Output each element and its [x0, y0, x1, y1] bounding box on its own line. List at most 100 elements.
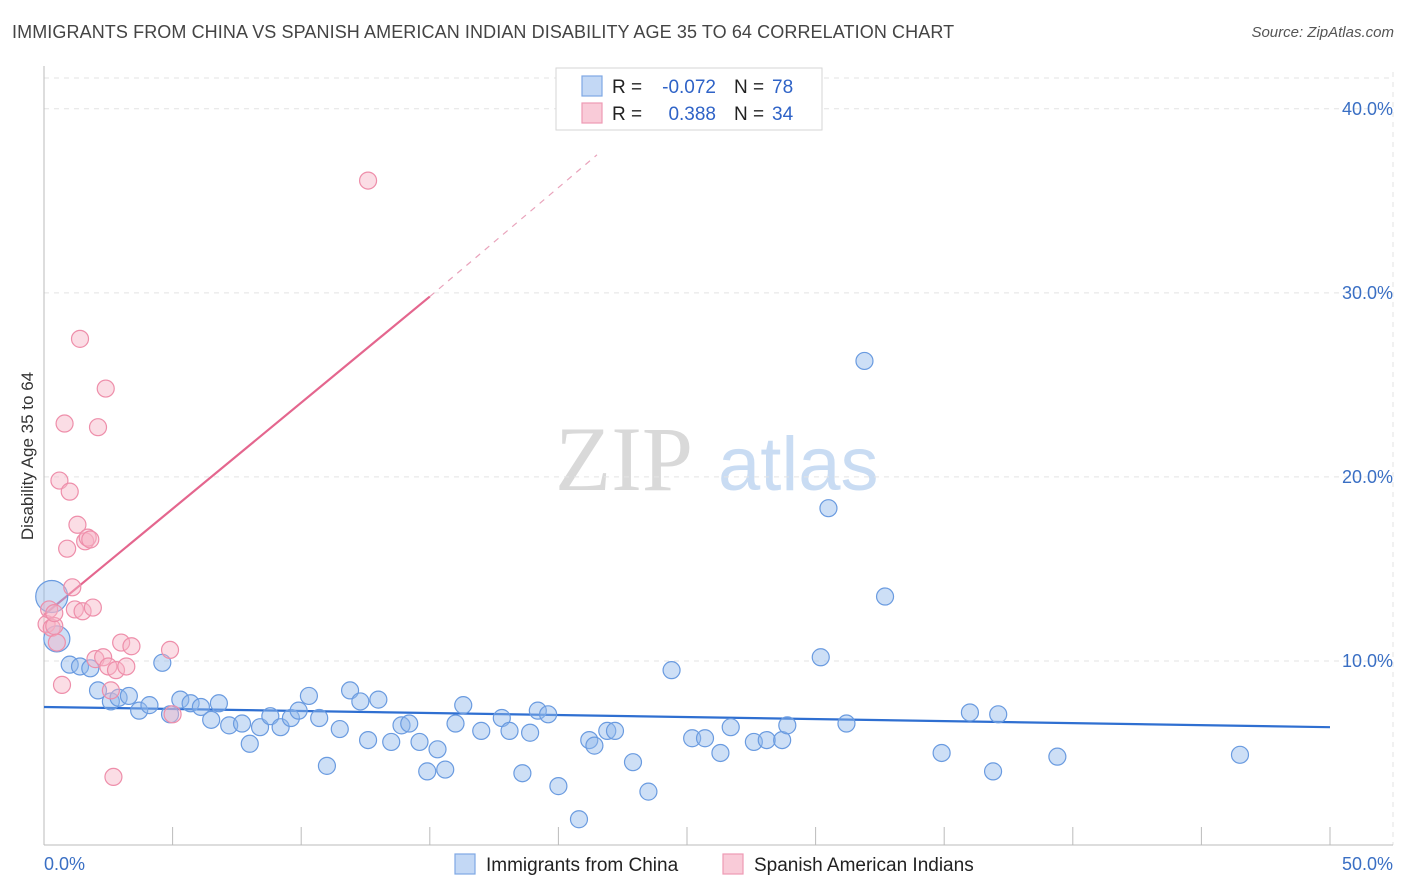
legend-r-label-spanish: R = [612, 104, 642, 125]
correlation-legend: R = -0.072 N = 78 R = 0.388 N = 34 [555, 67, 823, 131]
x-tick-label-min: 0.0% [44, 854, 85, 874]
point-spanish-7 [55, 414, 74, 433]
point-spanish-27 [112, 633, 131, 652]
point-spanish-21 [94, 648, 113, 667]
point-spanish-16 [78, 528, 97, 547]
point-china-36 [400, 714, 419, 733]
point-china-4 [81, 659, 100, 678]
point-china-0 [35, 579, 69, 614]
point-china-76 [1048, 747, 1067, 766]
point-china-50 [549, 777, 568, 796]
point-china-67 [811, 648, 830, 667]
y-tick-label-40: 40.0% [1342, 99, 1393, 119]
point-china-40 [436, 760, 455, 779]
legend-r-value-china: -0.072 [662, 77, 716, 98]
point-china-23 [271, 718, 290, 737]
point-china-9 [130, 701, 149, 720]
point-spanish-8 [58, 539, 77, 558]
point-spanish-17 [81, 530, 100, 549]
point-spanish-10 [63, 578, 82, 597]
point-china-34 [382, 732, 401, 752]
point-china-51 [569, 810, 589, 829]
legend-swatch-china [581, 75, 603, 97]
data-points [35, 171, 1250, 829]
point-china-28 [317, 756, 337, 775]
x-ticks [172, 827, 1331, 845]
point-china-29 [330, 719, 349, 739]
point-china-70 [855, 351, 874, 371]
point-china-37 [410, 732, 429, 752]
point-china-26 [299, 686, 319, 706]
legend-swatch-spanish [581, 102, 603, 124]
point-china-8 [119, 686, 138, 706]
point-china-19 [232, 714, 252, 733]
legend-n-label-china: N = [734, 77, 764, 98]
point-china-41 [446, 714, 465, 733]
chart-title: IMMIGRANTS FROM CHINA VS SPANISH AMERICA… [12, 22, 955, 42]
point-china-5 [88, 681, 108, 700]
point-china-73 [960, 703, 980, 722]
point-china-58 [662, 661, 681, 680]
point-china-13 [171, 690, 190, 709]
point-china-64 [757, 730, 776, 750]
point-spanish-24 [101, 681, 120, 700]
watermark: ZIP atlas [555, 408, 879, 510]
series-legend-swatch-spanish [722, 853, 744, 875]
trend-line-1 [43, 295, 431, 616]
point-china-46 [513, 764, 532, 783]
y-tick-label-20: 20.0% [1342, 467, 1393, 487]
point-china-10 [140, 696, 159, 715]
point-china-75 [989, 705, 1008, 724]
series-legend: Immigrants from China Spanish American I… [454, 853, 974, 876]
point-china-60 [695, 729, 715, 748]
point-spanish-26 [106, 661, 126, 680]
point-china-42 [454, 696, 473, 715]
point-china-17 [209, 694, 228, 713]
point-china-15 [191, 697, 210, 717]
point-china-66 [778, 716, 797, 735]
point-china-69 [837, 714, 856, 733]
point-spanish-33 [45, 603, 64, 623]
y-tick-label-30: 30.0% [1342, 283, 1393, 303]
point-spanish-4 [47, 633, 66, 652]
series-legend-swatch-china [454, 853, 476, 875]
point-china-61 [711, 743, 730, 763]
chart-source: Source: ZipAtlas.com [1251, 24, 1394, 41]
point-china-24 [281, 708, 301, 728]
point-china-38 [418, 762, 437, 781]
point-china-62 [721, 718, 740, 737]
point-china-55 [605, 721, 625, 740]
point-spanish-32 [358, 171, 378, 190]
point-china-49 [539, 705, 558, 724]
point-spanish-22 [96, 379, 115, 398]
series-legend-label-china: Immigrants from China [486, 855, 679, 876]
watermark-zip: ZIP [555, 408, 693, 510]
point-china-16 [202, 710, 221, 729]
point-spanish-29 [122, 637, 141, 656]
point-china-27 [310, 708, 329, 728]
y-axis-label: Disability Age 35 to 64 [18, 372, 37, 540]
point-china-31 [351, 692, 370, 711]
point-china-77 [1230, 745, 1250, 764]
series-legend-label-spanish: Spanish American Indians [754, 855, 974, 876]
point-china-47 [521, 723, 540, 742]
point-spanish-18 [83, 598, 102, 617]
point-china-57 [639, 782, 658, 801]
point-spanish-9 [60, 482, 79, 501]
point-spanish-31 [163, 705, 182, 724]
y-tick-labels: 10.0% 20.0% 30.0% 40.0% [1342, 99, 1393, 671]
point-china-71 [875, 587, 895, 606]
point-china-39 [428, 740, 447, 759]
point-china-56 [623, 753, 643, 772]
point-spanish-6 [52, 675, 72, 694]
point-china-54 [598, 721, 617, 740]
axes [43, 66, 1393, 846]
legend-r-value-spanish: 0.388 [668, 104, 716, 125]
point-china-43 [472, 721, 491, 740]
point-china-52 [580, 730, 599, 750]
y-tick-label-10: 10.0% [1342, 651, 1393, 671]
x-tick-label-max: 50.0% [1342, 854, 1393, 874]
point-china-53 [585, 736, 604, 755]
point-china-72 [932, 743, 951, 763]
point-spanish-14 [73, 602, 92, 621]
